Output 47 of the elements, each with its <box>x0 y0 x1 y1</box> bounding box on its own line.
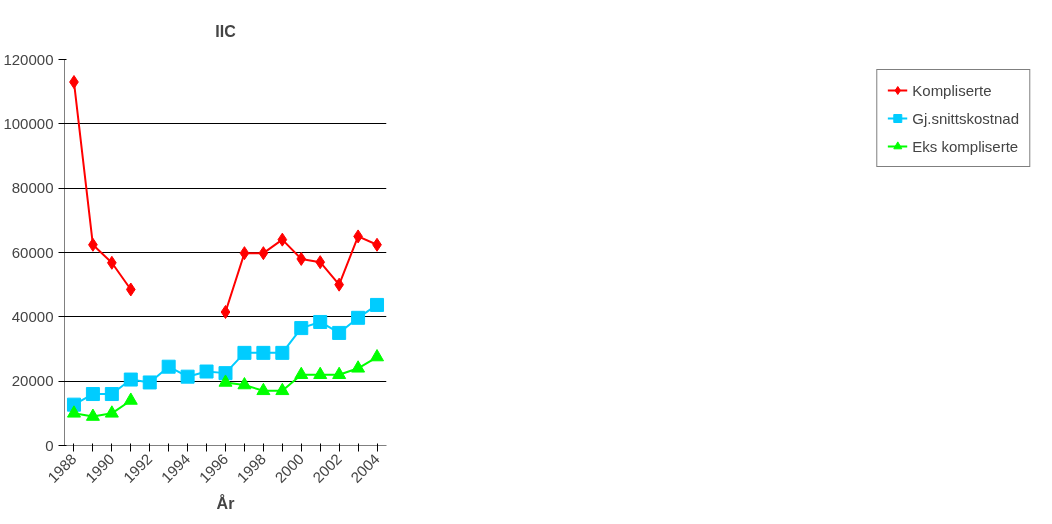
point <box>199 364 214 379</box>
point <box>239 246 250 261</box>
legend-label: Gj.snittskostnad <box>912 109 1019 127</box>
point <box>104 387 119 402</box>
point <box>332 325 347 340</box>
point <box>370 349 385 362</box>
point <box>142 375 157 390</box>
point <box>85 408 100 421</box>
chart-title: IIC <box>215 22 237 40</box>
point <box>256 345 271 360</box>
point <box>180 369 195 384</box>
point <box>313 314 328 329</box>
point <box>370 297 385 312</box>
point <box>351 310 366 325</box>
y-tick-label: 100000 <box>3 114 54 132</box>
y-tick-label: 80000 <box>11 179 54 197</box>
y-tick-label: 20000 <box>11 372 54 390</box>
point <box>315 255 326 270</box>
point <box>313 366 328 379</box>
y-tick-label: 60000 <box>11 243 54 261</box>
point <box>332 366 347 379</box>
point <box>256 382 271 396</box>
point <box>294 321 309 336</box>
point <box>275 345 290 360</box>
point <box>296 251 307 266</box>
point <box>85 387 100 402</box>
point <box>277 232 288 247</box>
legend-label: Kompliserte <box>912 81 992 99</box>
point <box>275 382 290 396</box>
point <box>220 305 231 320</box>
y-tick-label: 120000 <box>3 50 54 68</box>
point <box>258 246 269 261</box>
point <box>125 282 136 297</box>
point <box>66 405 81 418</box>
point <box>237 377 252 390</box>
y-tick-label: 0 <box>45 436 54 454</box>
point <box>218 374 233 387</box>
legend-label: Eks kompliserte <box>912 137 1019 155</box>
point <box>104 405 119 418</box>
point <box>123 392 138 405</box>
x-axis-title: År <box>216 494 235 513</box>
y-tick-label: 40000 <box>11 307 54 325</box>
point <box>294 366 309 379</box>
point <box>161 359 176 374</box>
point <box>237 345 252 360</box>
point <box>123 372 138 387</box>
point <box>351 360 366 373</box>
